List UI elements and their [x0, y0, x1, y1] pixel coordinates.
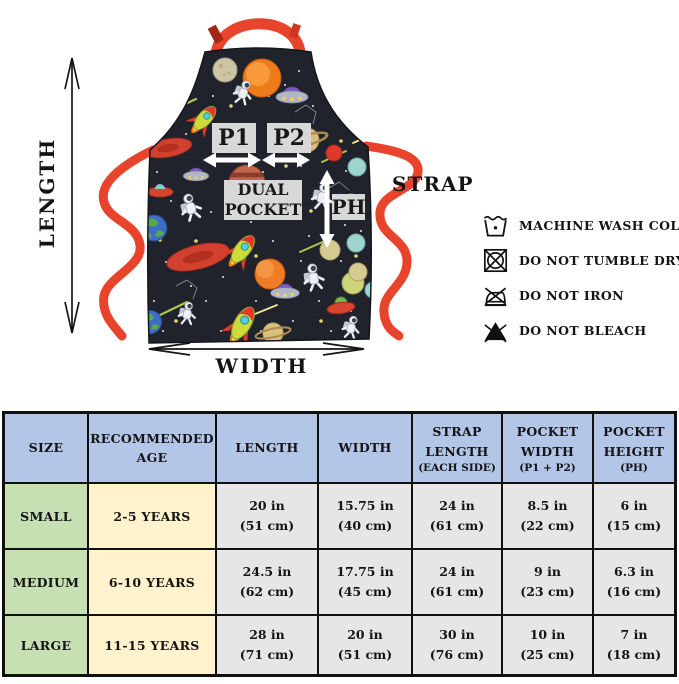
row-medium-size: MEDIUM: [5, 550, 89, 616]
red-saucer-small: [147, 184, 174, 198]
width-label: WIDTH: [215, 354, 309, 378]
left-waist-strap: [98, 145, 158, 341]
row-large-pocket-width: 10 in (25 cm): [503, 616, 594, 674]
sun-planet: [242, 58, 282, 98]
row-medium-width: 17.75 in (45 cm): [319, 550, 413, 616]
length-arrow: [64, 57, 80, 334]
strap-adjuster-buckle: [207, 24, 224, 44]
do-not-bleach-icon: [484, 321, 507, 342]
row-small-width: 15.75 in (40 cm): [319, 484, 413, 550]
right-waist-strap: [361, 141, 423, 341]
row-large-pocket-height: 7 in (18 cm): [594, 616, 674, 674]
moon-planet: [212, 57, 238, 83]
strap-label: STRAP: [392, 172, 474, 196]
care-label: MACHINE WASH COLD: [519, 217, 679, 233]
row-small-age: 2-5 YEARS: [89, 484, 217, 550]
row-small-pocket-height: 6 in (15 cm): [594, 484, 674, 550]
neck-strap: [210, 18, 306, 56]
row-small-size: SMALL: [5, 484, 89, 550]
do-not-tumble-dry-icon: [483, 248, 508, 272]
row-small-pocket-width: 8.5 in (22 cm): [503, 484, 594, 550]
pocket-measure-arrows: [203, 152, 335, 248]
header-pocket-width: POCKET WIDTH (P1 + P2): [503, 414, 594, 484]
pocket-height-label: PH: [331, 194, 366, 220]
alien-saucer: [326, 296, 356, 315]
tan-moon: [319, 239, 341, 261]
teal-planet: [347, 157, 367, 177]
teal-planet: [364, 281, 372, 299]
row-medium-strap-length: 24 in (61 cm): [413, 550, 503, 616]
care-row: DO NOT IRON: [482, 281, 679, 309]
do-not-iron-icon: [484, 287, 507, 306]
care-row: DO NOT BLEACH: [482, 316, 679, 344]
machine-wash-cold-icon: [483, 215, 508, 237]
row-medium-pocket-height: 6.3 in (16 cm): [594, 550, 674, 616]
row-small-strap-length: 24 in (61 cm): [413, 484, 503, 550]
header-pocket-height: POCKET HEIGHT (PH): [594, 414, 674, 484]
header-length: LENGTH: [217, 414, 319, 484]
size-chart-table: SIZE RECOMMENDED AGE LENGTH WIDTH STRAP …: [2, 411, 677, 677]
row-small-length: 20 in (51 cm): [217, 484, 319, 550]
pocket-p2-label: P2: [267, 123, 311, 153]
row-large-width: 20 in (51 cm): [319, 616, 413, 674]
teal-planet: [346, 233, 366, 253]
care-instructions: MACHINE WASH COLD DO NOT TUMBLE DRY DO N…: [482, 211, 679, 344]
row-medium-pocket-width: 9 in (23 cm): [503, 550, 594, 616]
row-large-size: LARGE: [5, 616, 89, 674]
row-large-age: 11-15 YEARS: [89, 616, 217, 674]
header-strap-length: STRAP LENGTH (EACH SIDE): [413, 414, 503, 484]
length-label: LENGTH: [35, 137, 59, 249]
big-red-saucer: [166, 242, 230, 272]
header-recommended-age: RECOMMENDED AGE: [89, 414, 217, 484]
pocket-p1-label: P1: [212, 123, 256, 153]
red-planet: [325, 144, 343, 162]
care-label: DO NOT TUMBLE DRY: [519, 252, 679, 268]
care-label: DO NOT BLEACH: [519, 322, 647, 338]
apron-outline: [146, 47, 373, 344]
orange-planet: [254, 258, 286, 290]
row-large-length: 28 in (71 cm): [217, 616, 319, 674]
row-medium-length: 24.5 in (62 cm): [217, 550, 319, 616]
width-arrow: [148, 342, 365, 356]
care-row: DO NOT TUMBLE DRY: [482, 246, 679, 274]
row-large-strap-length: 30 in (76 cm): [413, 616, 503, 674]
header-size: SIZE: [5, 414, 89, 484]
tan-moon: [348, 262, 368, 282]
care-label: DO NOT IRON: [519, 287, 624, 303]
dual-pocket-label: DUAL POCKET: [224, 180, 302, 220]
row-medium-age: 6-10 YEARS: [89, 550, 217, 616]
care-row: MACHINE WASH COLD: [482, 211, 679, 239]
header-width: WIDTH: [319, 414, 413, 484]
